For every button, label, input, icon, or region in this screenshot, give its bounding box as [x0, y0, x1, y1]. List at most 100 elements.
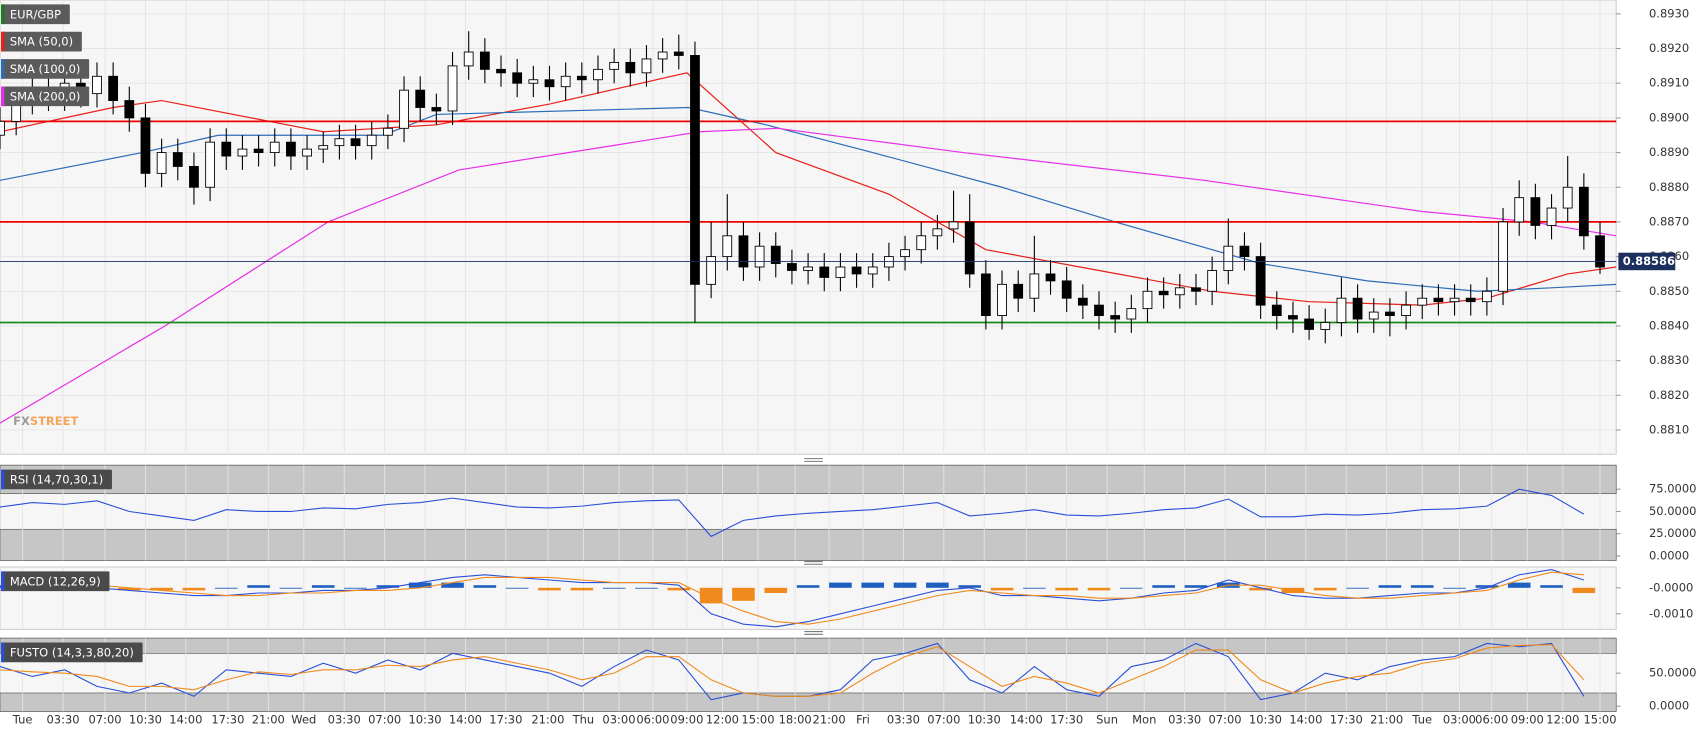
x-tick-label: 07:00 [927, 713, 960, 727]
macd-histogram-bar [408, 582, 432, 588]
macd-histogram-bar [990, 587, 1014, 591]
x-tick-label: 07:00 [88, 713, 121, 727]
candle-body [1110, 315, 1121, 320]
candle-body [1546, 207, 1557, 226]
candle-body [237, 148, 248, 157]
candle-body [722, 235, 733, 258]
macd-histogram-bar [1087, 587, 1111, 591]
watermark: STREET [30, 414, 79, 428]
legend-swatch [1, 31, 5, 52]
y-tick-label: 50.0000 [1649, 504, 1696, 518]
x-tick-label: 17:30 [211, 713, 244, 727]
legend-box [1, 86, 90, 107]
y-tick-label: 25.0000 [1649, 526, 1696, 540]
candle-body [463, 51, 474, 67]
y-tick-label: 0.8920 [1649, 41, 1689, 55]
legend-swatch [1, 86, 5, 107]
x-tick-label: 12:00 [1546, 713, 1579, 727]
macd-histogram-bar [1410, 585, 1434, 588]
macd-histogram-bar [1055, 587, 1078, 591]
macd-histogram-bar [1507, 582, 1531, 588]
candle-body [1449, 297, 1460, 303]
y-tick-label: 0.8820 [1649, 388, 1689, 402]
x-tick-label: 03:30 [46, 713, 79, 727]
x-tick-label: Sun [1096, 713, 1118, 727]
macd-histogram-bar [1152, 585, 1175, 588]
x-tick-label: 21:00 [252, 713, 285, 727]
candle-body [851, 266, 862, 275]
indicator-line [0, 644, 1585, 697]
candle-body [609, 61, 620, 70]
x-tick-label: Tue [1411, 713, 1432, 727]
sma-line [0, 106, 1617, 292]
macd-histogram-bar [796, 585, 820, 588]
legend-swatch [1, 59, 5, 79]
legend-swatch [1, 642, 5, 663]
candle-body [172, 152, 183, 167]
x-tick-label: 10:30 [409, 713, 442, 727]
candle-body [673, 51, 684, 56]
candle-body [1255, 256, 1266, 306]
x-tick-label: 07:00 [368, 713, 401, 727]
x-tick-label: 17:30 [1330, 713, 1363, 727]
candle-body [1482, 290, 1492, 303]
x-tick-label: 03:00 [602, 713, 635, 727]
candle-body [205, 141, 215, 188]
x-tick-label: 10:30 [129, 713, 162, 727]
macd-histogram-bar [182, 587, 206, 591]
separators [804, 458, 823, 635]
candle-body [302, 148, 312, 157]
candle-body [997, 283, 1007, 316]
y-tick-label: 0.0000 [1649, 699, 1689, 713]
candle-body [1013, 283, 1024, 299]
candle-body [964, 221, 975, 275]
legend-box [1, 469, 112, 490]
legend-label: EUR/GBP [10, 7, 61, 21]
candle-body [1271, 304, 1282, 316]
sma-line [0, 127, 1617, 424]
macd-histogram-bar [732, 587, 755, 601]
candle-body [803, 266, 813, 271]
candle-body [124, 100, 135, 119]
legend-box [1, 4, 70, 25]
legend-box [1, 642, 143, 663]
legend-label: RSI (14,70,30,1) [10, 472, 103, 486]
macd-histogram-bar [1346, 587, 1369, 589]
x-tick-label: 03:30 [1168, 713, 1201, 727]
candle-body [92, 75, 102, 95]
macd-histogram-bar [473, 585, 497, 588]
x-tick-label: 21:00 [813, 713, 846, 727]
candle-body [754, 245, 765, 268]
candle-body [140, 117, 151, 174]
x-tick-label: Fri [856, 713, 870, 727]
candle-body [625, 61, 636, 74]
x-tick-label: 14:00 [449, 713, 482, 727]
candle-body [560, 75, 571, 88]
macd-histogram-bar [311, 585, 335, 588]
candle-body [900, 249, 910, 258]
macd-histogram-bar [1023, 587, 1046, 589]
legend-label: FUSTO (14,3,3,80,20) [10, 645, 134, 659]
x-tick-label: 21:00 [531, 713, 564, 727]
candle-body [1094, 304, 1104, 316]
macd-histogram-bar [570, 587, 594, 591]
candle-body [1595, 235, 1605, 268]
candle-body [1045, 273, 1056, 282]
candle-body [1578, 186, 1589, 237]
x-tick-label: 10:30 [968, 713, 1001, 727]
candle-body [1191, 287, 1201, 292]
candle-body [269, 141, 280, 154]
macd-histogram-bar [1540, 585, 1563, 588]
candle-body [1174, 287, 1185, 296]
legend-label: SMA (50,0) [10, 35, 73, 49]
candle-body [1336, 297, 1347, 323]
y-tick-label: -0.0010 [1649, 606, 1693, 620]
candle-body [544, 79, 555, 88]
candle-body [1239, 245, 1250, 258]
candle-body [1514, 197, 1525, 223]
candle-body [980, 273, 991, 316]
x-tick-label: 14:00 [1289, 713, 1322, 727]
candle-body [1207, 270, 1218, 292]
y-tick-label: 0.8910 [1649, 76, 1689, 90]
